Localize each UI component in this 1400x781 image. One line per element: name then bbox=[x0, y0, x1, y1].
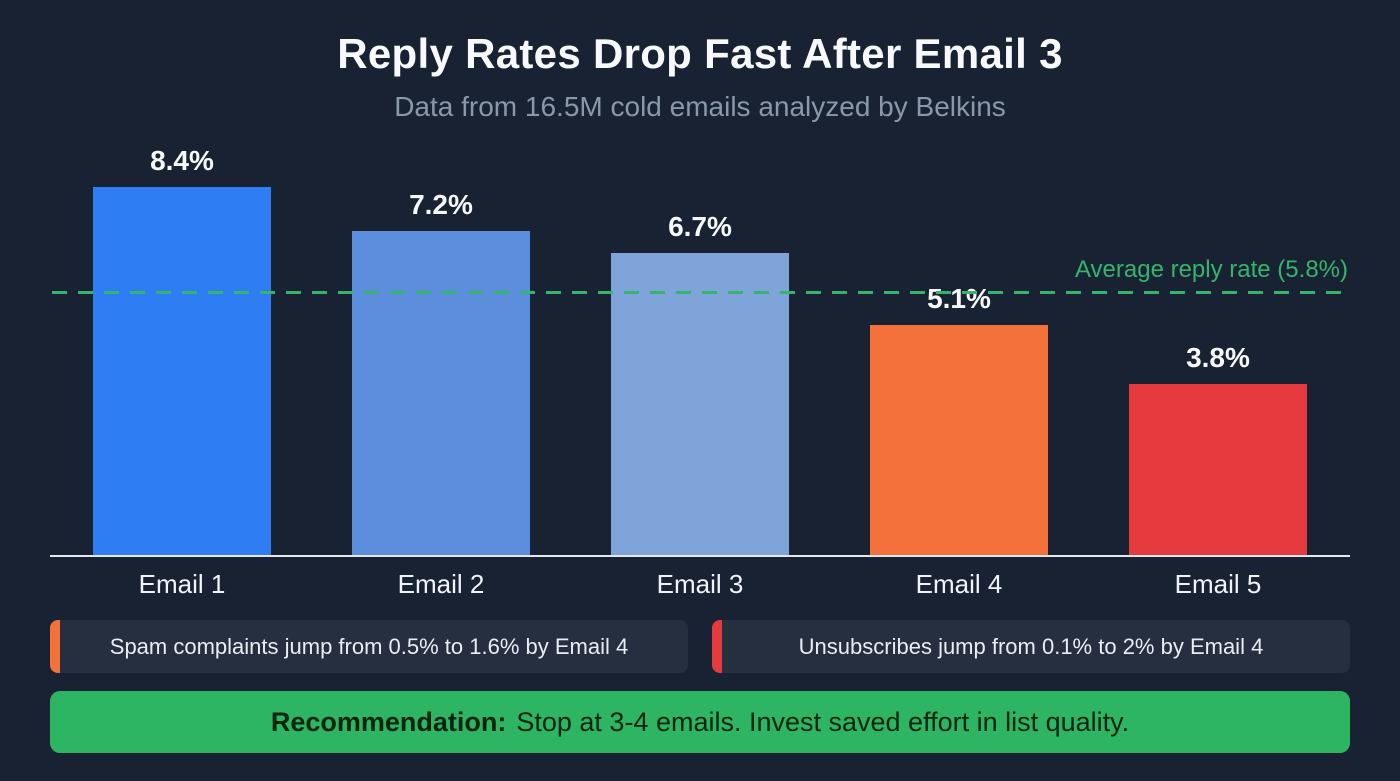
callout-text: Unsubscribes jump from 0.1% to 2% by Ema… bbox=[798, 633, 1264, 659]
average-line bbox=[52, 291, 1348, 294]
callout-accent-red bbox=[712, 620, 722, 673]
bar-value-label: 8.4% bbox=[150, 145, 214, 176]
x-axis-label: Email 2 bbox=[397, 569, 485, 599]
bar-group-4: 5.1% Email 4 bbox=[870, 145, 1048, 599]
bar-email-4 bbox=[870, 325, 1048, 555]
bar-email-5 bbox=[1129, 384, 1307, 555]
bar-value-label: 3.8% bbox=[1186, 342, 1250, 373]
bar-group-5: 3.8% Email 5 bbox=[1129, 145, 1307, 599]
bar-value-label: 7.2% bbox=[409, 189, 473, 220]
recommendation-text: Stop at 3-4 emails. Invest saved effort … bbox=[516, 706, 1130, 737]
recommendation-prefix: Recommendation: bbox=[270, 706, 507, 737]
x-axis-label: Email 5 bbox=[1174, 569, 1262, 599]
bar-group-3: 6.7% Email 3 bbox=[611, 145, 789, 599]
bar-email-1 bbox=[93, 187, 271, 555]
bar-value-label: 6.7% bbox=[668, 211, 732, 242]
callout-unsubscribes: Unsubscribes jump from 0.1% to 2% by Ema… bbox=[712, 620, 1350, 673]
bar-group-2: 7.2% Email 2 bbox=[352, 145, 530, 599]
recommendation-banner: Recommendation: Stop at 3-4 emails. Inve… bbox=[50, 691, 1350, 753]
bar-email-3 bbox=[611, 253, 789, 555]
callout-text: Spam complaints jump from 0.5% to 1.6% b… bbox=[109, 633, 629, 659]
callout-row: Spam complaints jump from 0.5% to 1.6% b… bbox=[50, 620, 1350, 673]
x-axis-label: Email 4 bbox=[915, 569, 1003, 599]
bars-row: 8.4% Email 1 7.2% Email 2 6.7% Email 3 5.1% Ema… bbox=[50, 145, 1350, 599]
bar-group-1: 8.4% Email 1 bbox=[93, 145, 271, 599]
x-axis-label: Email 1 bbox=[138, 569, 226, 599]
callout-accent-orange bbox=[50, 620, 60, 673]
chart-plot: Average reply rate (5.8%) 8.4% Email 1 7.2… bbox=[50, 145, 1350, 599]
bar-value-label: 5.1% bbox=[927, 283, 991, 314]
callout-spam-complaints: Spam complaints jump from 0.5% to 1.6% b… bbox=[50, 620, 688, 673]
bar-email-2 bbox=[352, 231, 530, 555]
page-title: Reply Rates Drop Fast After Email 3 bbox=[337, 30, 1063, 77]
page-subtitle: Data from 16.5M cold emails analyzed by … bbox=[394, 91, 1006, 122]
x-axis-label: Email 3 bbox=[656, 569, 744, 599]
average-line-label: Average reply rate (5.8%) bbox=[1074, 256, 1348, 283]
